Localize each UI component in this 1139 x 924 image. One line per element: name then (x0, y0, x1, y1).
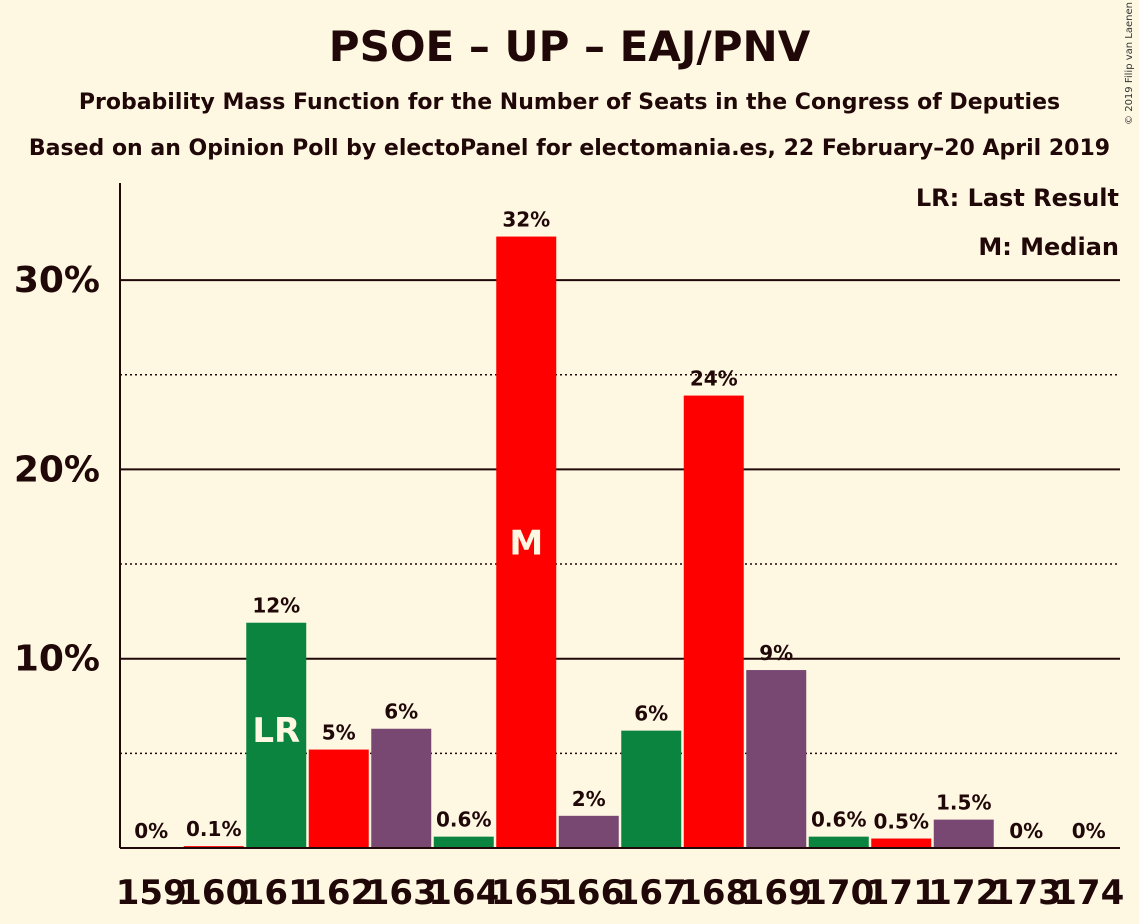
data-label-172: 1.5% (936, 791, 991, 815)
last-result-marker: LR (252, 711, 300, 751)
chart-subtitle: Probability Mass Function for the Number… (78, 90, 1061, 115)
bar-167 (621, 730, 682, 848)
x-tick-label: 162 (303, 873, 374, 913)
data-label-167: 6% (634, 702, 668, 726)
data-label-162: 5% (322, 721, 356, 745)
x-tick-label: 170 (803, 873, 874, 913)
data-label-163: 6% (384, 700, 418, 724)
legend-median: M: Median (978, 233, 1119, 261)
x-tick-label: 168 (678, 873, 749, 913)
data-label-168: 24% (690, 367, 738, 391)
x-tick-label: 169 (741, 873, 812, 913)
data-label-160: 0.1% (186, 817, 241, 841)
x-tick-label: 160 (178, 873, 249, 913)
bar-165 (496, 236, 557, 848)
x-tick-label: 174 (1053, 873, 1124, 913)
y-tick-label: 20% (14, 449, 100, 490)
bar-171 (871, 838, 932, 848)
chart-source: Based on an Opinion Poll by electoPanel … (28, 136, 1111, 161)
x-tick-label: 161 (241, 873, 312, 913)
data-label-166: 2% (572, 787, 606, 811)
bar-166 (558, 815, 619, 848)
x-tick-label: 167 (616, 873, 687, 913)
data-label-159: 0% (134, 819, 168, 843)
median-marker: M (509, 524, 543, 564)
bar-164 (433, 836, 494, 848)
x-tick-label: 165 (491, 873, 562, 913)
x-tick-label: 163 (366, 873, 437, 913)
data-label-165: 32% (502, 208, 550, 232)
data-label-164: 0.6% (436, 808, 491, 832)
x-tick-label: 159 (116, 873, 187, 913)
data-label-170: 0.6% (811, 808, 866, 832)
data-label-174: 0% (1072, 819, 1106, 843)
x-tick-label: 166 (553, 873, 624, 913)
data-label-161: 12% (252, 594, 300, 618)
x-tick-label: 164 (428, 873, 499, 913)
chart-title: PSOE – UP – EAJ/PNV (328, 22, 811, 71)
bar-172 (933, 819, 994, 848)
data-label-173: 0% (1009, 819, 1043, 843)
x-tick-label: 171 (866, 873, 937, 913)
legend-last-result: LR: Last Result (915, 184, 1119, 212)
data-label-171: 0.5% (874, 810, 929, 834)
bar-162 (308, 749, 369, 848)
bar-169 (746, 670, 807, 848)
bar-170 (808, 836, 869, 848)
y-tick-label: 30% (14, 260, 100, 301)
data-label-169: 9% (759, 641, 793, 665)
y-tick-label: 10% (14, 639, 100, 680)
bar-163 (371, 728, 432, 848)
bar-161 (246, 622, 307, 848)
bar-168 (683, 395, 744, 848)
x-tick-label: 173 (991, 873, 1062, 913)
x-tick-label: 172 (928, 873, 999, 913)
